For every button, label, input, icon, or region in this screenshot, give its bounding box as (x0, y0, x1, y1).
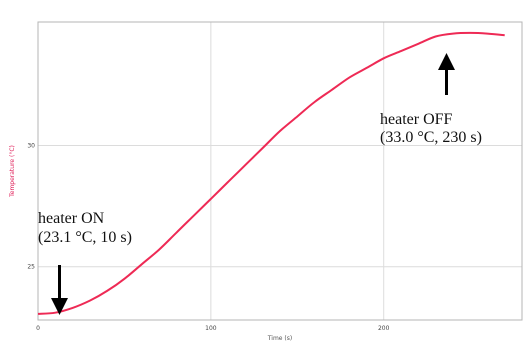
y-tick-label: 30 (27, 143, 35, 150)
tick-labels: 0 100 200 25 30 (27, 143, 389, 332)
x-axis-label: Time (s) (267, 335, 292, 342)
annotation-heater-on-title: heater ON (38, 210, 105, 227)
y-axis-label: Temperature (°C) (9, 145, 16, 198)
arrow-up-icon (438, 53, 455, 95)
plot-frame (37, 21, 523, 321)
grid (38, 22, 522, 320)
x-tick-label: 100 (205, 325, 217, 332)
x-tick-label: 0 (36, 325, 40, 332)
arrow-down-icon (51, 265, 68, 315)
annotation-heater-on: heater ON (23.1 °C, 10 s) (38, 210, 132, 315)
temperature-series-line (37, 31, 505, 315)
annotation-heater-off: heater OFF (33.0 °C, 230 s) (380, 53, 482, 146)
annotation-heater-on-values: (23.1 °C, 10 s) (38, 229, 132, 246)
annotation-heater-off-values: (33.0 °C, 230 s) (380, 129, 482, 146)
annotation-heater-off-title: heater OFF (380, 111, 453, 128)
y-tick-label: 25 (27, 264, 35, 271)
x-tick-label: 200 (378, 325, 390, 332)
